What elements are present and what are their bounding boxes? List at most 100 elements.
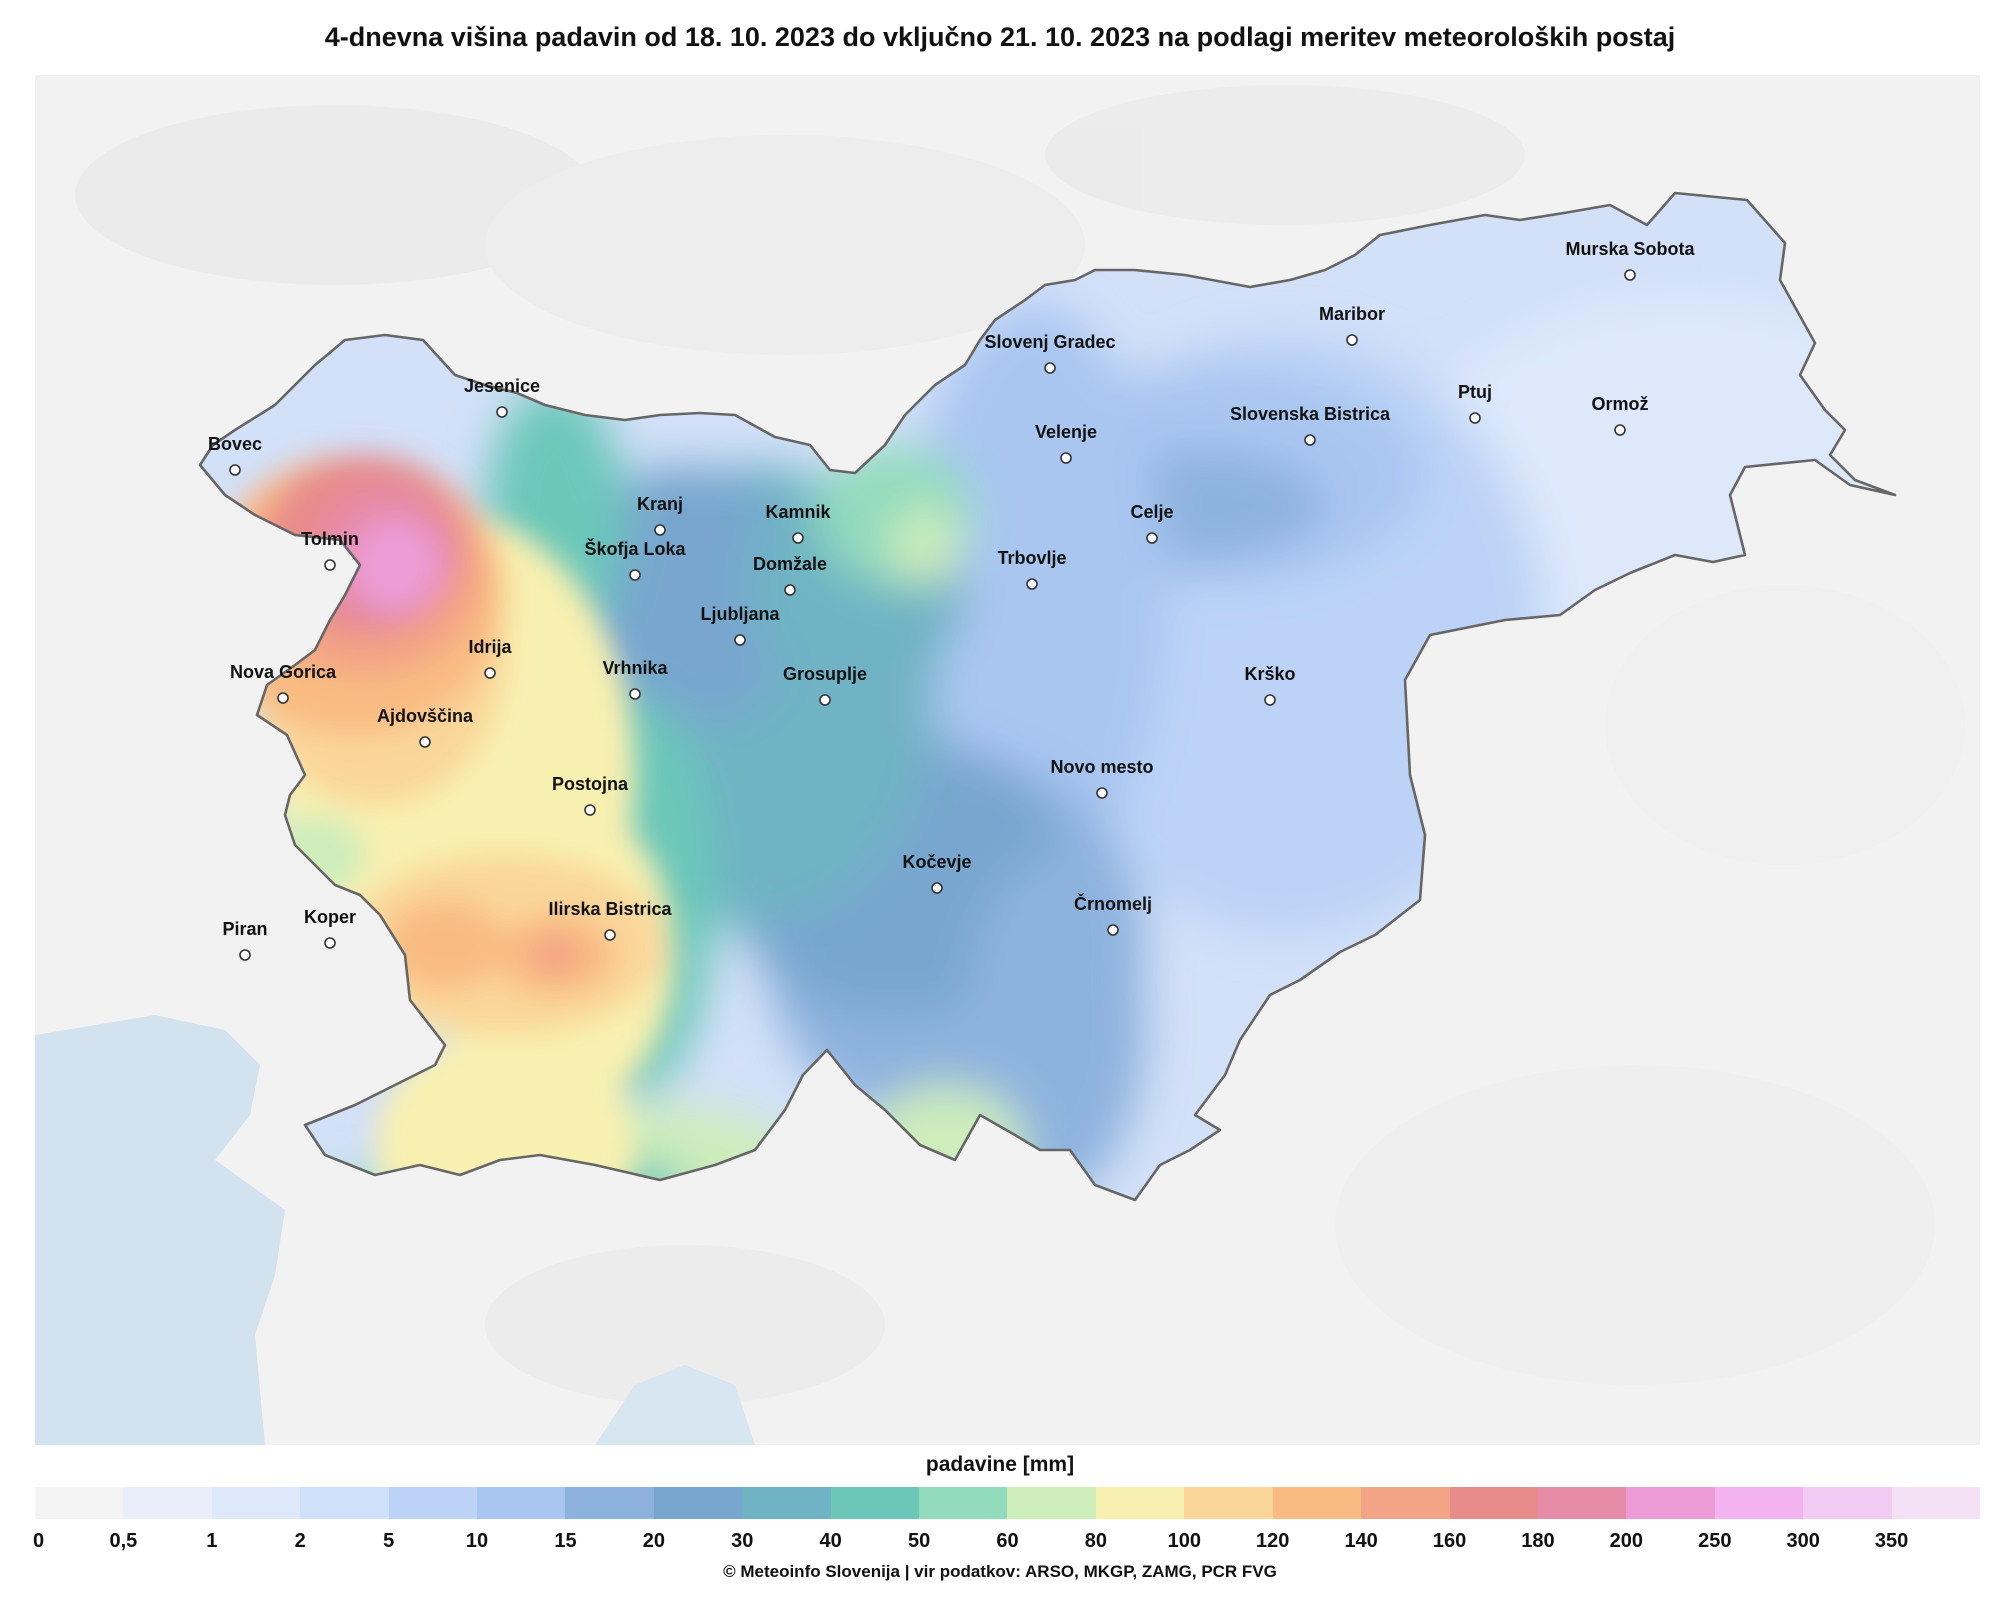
city-marker[interactable]: Ilirska Bistrica [548, 899, 673, 941]
city-marker[interactable]: Slovenj Gradec [984, 332, 1116, 374]
city-marker[interactable]: Škofja Loka [584, 538, 687, 581]
city-marker[interactable]: Jesenice [464, 376, 540, 418]
legend-tick-label: 15 [554, 1530, 577, 1552]
legend-tick-label: 1 [206, 1530, 218, 1552]
legend-swatch [1626, 1487, 1715, 1519]
city-dot [584, 804, 596, 816]
city-dot [1469, 412, 1481, 424]
city-marker[interactable]: Slovenska Bistrica [1230, 404, 1391, 446]
legend-tick-label: 140 [1344, 1530, 1378, 1552]
city-marker[interactable]: Trbovlje [997, 548, 1067, 590]
legend-swatch [1007, 1487, 1096, 1519]
city-dot [1624, 269, 1636, 281]
city-label: Piran [222, 919, 267, 939]
adriatic-sea [35, 1015, 285, 1445]
city-label: Maribor [1319, 304, 1385, 324]
legend-swatch [1891, 1487, 1980, 1519]
city-dot [1096, 787, 1108, 799]
city-dot [734, 634, 746, 646]
city-marker[interactable]: Ljubljana [700, 604, 780, 646]
legend-tick-label: 300 [1786, 1530, 1820, 1552]
city-label: Trbovlje [997, 548, 1066, 568]
legend-color-bar [35, 1487, 1980, 1519]
data-credit: © Meteoinfo Slovenija | vir podatkov: AR… [723, 1562, 1277, 1581]
city-label: Jesenice [464, 376, 540, 396]
city-marker[interactable]: Ajdovščina [377, 706, 474, 748]
city-dot [324, 937, 336, 949]
legend-swatch [1272, 1487, 1362, 1519]
city-marker[interactable]: Ptuj [1458, 382, 1492, 424]
city-marker[interactable]: Kočevje [902, 852, 972, 894]
city-marker[interactable]: Tolmin [301, 529, 359, 571]
city-marker[interactable]: Piran [222, 919, 268, 961]
legend-swatch [1537, 1487, 1627, 1519]
legend-tick-label: 100 [1167, 1530, 1201, 1552]
city-marker[interactable]: Ormož [1591, 394, 1649, 436]
city-label: Novo mesto [1050, 757, 1153, 777]
city-marker[interactable]: Maribor [1319, 304, 1385, 346]
city-marker[interactable]: Velenje [1035, 422, 1097, 464]
city-label: Črnomelj [1074, 893, 1152, 914]
legend-tick-label: 50 [907, 1530, 931, 1552]
city-label: Bovec [208, 434, 262, 454]
legend-swatch [1449, 1487, 1538, 1519]
city-dot [1304, 434, 1316, 446]
city-dot [229, 464, 241, 476]
legend-tick-label: 30 [731, 1530, 754, 1552]
legend-swatch [1184, 1487, 1273, 1519]
city-label: Kamnik [765, 502, 831, 522]
legend-tick-label: 180 [1521, 1530, 1555, 1552]
city-label: Idrija [468, 637, 512, 657]
city-marker[interactable]: Koper [304, 907, 356, 949]
city-marker[interactable]: Domžale [753, 554, 827, 596]
city-dot [604, 929, 616, 941]
legend-tick-label: 2 [294, 1530, 306, 1552]
legend-swatch [300, 1487, 389, 1519]
city-dot [792, 532, 804, 544]
city-label: Nova Gorica [230, 662, 337, 682]
city-dot [1026, 578, 1038, 590]
city-label: Ormož [1591, 394, 1648, 414]
city-marker[interactable]: Nova Gorica [230, 662, 337, 704]
city-label: Ilirska Bistrica [548, 899, 672, 919]
legend-tick-label: 80 [1084, 1530, 1108, 1552]
city-label: Tolmin [301, 529, 359, 549]
city-marker[interactable]: Bovec [208, 434, 262, 476]
city-marker[interactable]: Črnomelj [1074, 893, 1152, 936]
city-marker[interactable]: Grosuplje [783, 664, 867, 706]
city-marker[interactable]: Kranj [637, 494, 683, 536]
legend-swatch [35, 1487, 124, 1519]
city-label: Ajdovščina [377, 706, 474, 726]
city-marker[interactable]: Krško [1244, 664, 1296, 706]
city-marker[interactable]: Idrija [468, 637, 512, 679]
city-marker[interactable]: Postojna [552, 774, 629, 816]
legend-tick-label: 250 [1698, 1530, 1732, 1552]
city-label: Grosuplje [783, 664, 867, 684]
city-dot [1346, 334, 1358, 346]
slovenia-border [198, 191, 1897, 1202]
city-dot [496, 406, 508, 418]
legend-swatch [477, 1487, 566, 1519]
city-label: Krško [1244, 664, 1295, 684]
city-dot [1614, 424, 1626, 436]
city-marker[interactable]: Vrhnika [602, 658, 669, 700]
city-marker[interactable]: Murska Sobota [1565, 239, 1695, 281]
city-label: Postojna [552, 774, 629, 794]
city-dot [819, 694, 831, 706]
city-dot [931, 882, 943, 894]
city-dot [629, 569, 641, 581]
legend-swatch [742, 1487, 831, 1519]
city-dot [239, 949, 251, 961]
city-marker[interactable]: Kamnik [765, 502, 831, 544]
legend-tick-label: 5 [383, 1530, 395, 1552]
city-label: Celje [1130, 502, 1173, 522]
city-marker[interactable]: Novo mesto [1050, 757, 1154, 799]
precipitation-map[interactable]: Murska Sobota Maribor Slovenj Gradec Ptuj Or… [35, 75, 1980, 1445]
legend-swatch [123, 1487, 212, 1519]
city-dot [629, 688, 641, 700]
legend-swatch [388, 1487, 478, 1519]
legend-swatch [1095, 1487, 1185, 1519]
city-label: Kranj [637, 494, 683, 514]
city-marker[interactable]: Celje [1130, 502, 1174, 544]
legend-swatch [1361, 1487, 1450, 1519]
